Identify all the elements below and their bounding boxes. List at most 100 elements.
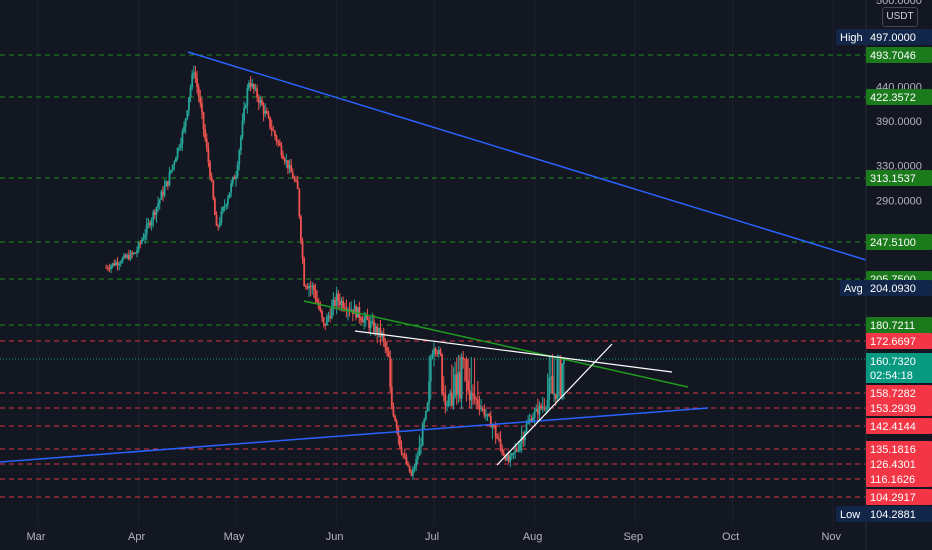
candle-body xyxy=(501,447,504,454)
candle-body xyxy=(249,82,252,87)
green-level-tag: 180.7211 xyxy=(870,320,915,332)
candle-body xyxy=(457,372,460,395)
candle-body xyxy=(428,381,431,404)
candle-body xyxy=(313,285,315,291)
candle-body xyxy=(171,164,174,171)
currency-badge[interactable]: USDT xyxy=(882,7,918,27)
candle-body xyxy=(556,358,559,399)
candle-body xyxy=(468,390,471,401)
candle-body xyxy=(296,181,299,189)
candle-body xyxy=(256,88,258,97)
trendlines xyxy=(0,51,867,466)
red-level-tag-bg xyxy=(866,418,932,434)
red-level-tag: 135.1816 xyxy=(870,444,916,456)
candle-body xyxy=(485,415,487,417)
candle-body xyxy=(282,155,284,159)
candle-body xyxy=(360,317,362,321)
high-label-bg xyxy=(836,29,866,45)
candle-body xyxy=(504,455,507,460)
candle-body xyxy=(325,316,328,326)
candle-body xyxy=(163,186,166,196)
candle-body xyxy=(300,216,302,241)
candle-body xyxy=(553,393,555,395)
candle-body xyxy=(450,393,453,406)
candle-body xyxy=(554,393,557,399)
candle-body xyxy=(517,450,520,452)
candle-body xyxy=(533,411,536,418)
candle-body xyxy=(317,302,320,308)
candle-body xyxy=(439,350,442,355)
candle-body xyxy=(379,327,382,338)
candle-body xyxy=(115,262,117,266)
candle-body xyxy=(559,356,562,396)
candle-body xyxy=(405,456,408,465)
candle-body xyxy=(110,265,112,269)
red-level-tag: 172.6697 xyxy=(870,336,916,348)
candle-body xyxy=(173,161,176,165)
candle-body xyxy=(204,129,207,140)
candle-body xyxy=(262,104,265,114)
candle-body xyxy=(287,160,289,169)
candle-body xyxy=(116,262,119,266)
candle-body xyxy=(540,405,543,409)
candle-body xyxy=(342,300,345,309)
candle-body xyxy=(205,139,208,149)
candle-body xyxy=(368,320,370,329)
candle-body xyxy=(291,172,294,179)
candle-body xyxy=(322,317,325,324)
red-level-tag-bg xyxy=(866,441,932,457)
candle-body xyxy=(426,403,429,412)
candle-body xyxy=(462,357,465,359)
candle-body xyxy=(147,222,150,225)
candle-body xyxy=(265,110,268,114)
uptrend-line-blue xyxy=(0,407,709,463)
candle-body xyxy=(460,357,463,399)
candle-body xyxy=(335,293,338,306)
candle-body xyxy=(536,408,539,415)
high-label: High xyxy=(840,32,863,44)
candle-body xyxy=(343,308,346,310)
candle-body xyxy=(416,456,419,460)
red-level-tag: 126.4301 xyxy=(870,459,916,471)
candle-body xyxy=(137,243,140,251)
price-tags: 497.0000 High 493.7046 422.3572 313.1537 247.… xyxy=(836,29,932,522)
avg-label-bg xyxy=(840,280,866,297)
candle-body xyxy=(288,165,291,169)
x-tick-label: Mar xyxy=(27,531,46,543)
candle-body xyxy=(111,263,114,266)
candle-body xyxy=(176,148,179,158)
candle-body xyxy=(514,450,517,453)
low-label: Low xyxy=(840,509,860,521)
candle-body xyxy=(194,72,197,78)
candle-body xyxy=(549,376,552,379)
candle-body xyxy=(207,148,210,163)
candle-body xyxy=(144,234,147,239)
candle-body xyxy=(236,164,239,177)
candle-body xyxy=(131,252,134,254)
x-tick-label: Sep xyxy=(623,531,643,543)
candle-body xyxy=(470,393,473,401)
candle-body xyxy=(267,113,270,118)
x-tick-label: Apr xyxy=(128,531,145,543)
candle-body xyxy=(418,446,421,457)
candle-body xyxy=(149,222,151,226)
candle-body xyxy=(196,77,198,87)
candle-body xyxy=(192,72,195,74)
candle-body xyxy=(421,423,424,446)
candle-body xyxy=(538,405,541,415)
candle-body xyxy=(374,326,377,333)
candle-body xyxy=(446,405,448,407)
candle-body xyxy=(478,405,481,409)
candle-body xyxy=(248,82,250,89)
candle-body xyxy=(306,286,309,289)
candle-body xyxy=(274,131,276,137)
candle-body xyxy=(270,127,273,130)
candle-body xyxy=(361,320,364,323)
candle-body xyxy=(348,309,351,311)
candle-body xyxy=(507,455,510,462)
candle-body xyxy=(225,204,228,207)
candle-body xyxy=(387,351,390,358)
candle-body xyxy=(123,255,125,259)
candle-body xyxy=(119,262,122,264)
